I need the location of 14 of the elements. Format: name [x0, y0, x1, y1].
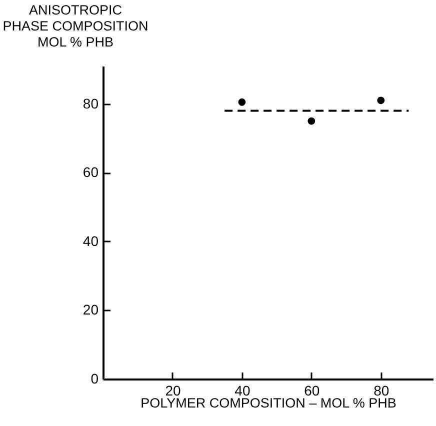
- point: [308, 117, 316, 125]
- point: [238, 98, 246, 106]
- x-tick-label: 60: [304, 382, 320, 398]
- x-tick-label: 40: [234, 382, 250, 398]
- point: [377, 96, 385, 104]
- x-tick-label: 20: [165, 382, 181, 398]
- y-tick-label: 40: [82, 232, 99, 249]
- y-tick-label: 60: [82, 164, 99, 180]
- y-tick-label: 80: [82, 95, 99, 112]
- x-axis-title: POLYMER COMPOSITION – MOL % PHB: [140, 396, 396, 410]
- y-tick-label: 20: [82, 302, 99, 318]
- y-axis-title: ANISOTROPIC PHASE COMPOSITION MOL % PHB: [2, 2, 148, 50]
- y-tick-label: 0: [90, 370, 99, 386]
- x-tick-label: 80: [374, 382, 390, 398]
